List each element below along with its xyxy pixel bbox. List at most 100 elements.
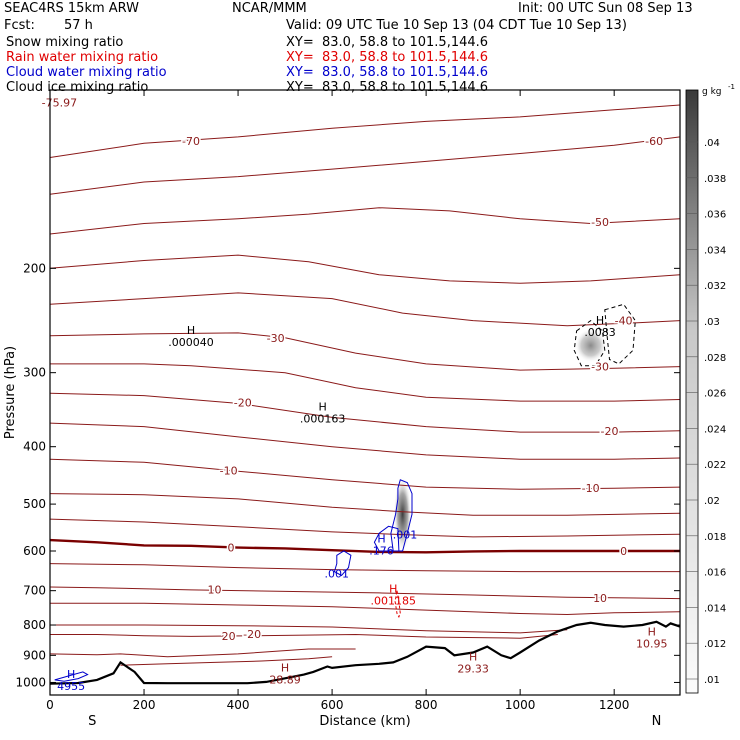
isotherm-0 [49,104,681,158]
contour-label-layer: -75.97 -70 -60 -50 -40 -30 -30 -20 -20 -10 -10 0 0 10… [40,95,668,693]
x-tick-label-3: 600 [321,698,344,712]
isotherm-label-11: 0 [228,542,235,555]
colorbar-tick-label-15: .01 [704,675,720,686]
isotherm-label-15: 20 [222,630,236,643]
max-marker-0: H [187,324,195,337]
isotherm-5 [49,332,681,371]
isotherm-13 [49,563,680,573]
x-tick-label-1: 200 [133,698,156,712]
snow-contour-0 [573,319,606,367]
colorbar-unit-exponent: -1 [728,83,735,91]
legend-cloud-ice-xy: XY= 83.0, 58.8 to 101.5,144.6 [286,80,489,95]
init-time: Init: 00 UTC Sun 08 Sep 13 [518,1,693,16]
colorbar-tick-label-7: .026 [704,389,726,400]
rain-contour-0 [394,590,401,619]
colorbar-tick-label-2: .036 [704,210,726,221]
cloud-water-contour-2 [373,525,400,552]
y-tick-label-1: 900 [23,648,46,662]
colorbar-tick-label-13: .014 [704,603,726,614]
isotherm-9 [49,458,681,490]
cloud-ice-layer [393,328,607,553]
isotherm-16 [50,624,568,634]
x-tick-label-5: 1000 [505,698,536,712]
colorbar: .04 .038 .036 .034 .032 .03 .028 .026 .024 .022 .0… [685,83,735,694]
legend-cloud-ice-label: Cloud ice mixing ratio [6,80,149,95]
x-tick-label-2: 400 [227,698,250,712]
colorbar-tick-label-3: .034 [704,245,726,256]
isotherm-11 [49,518,681,538]
isotherm-19 [120,656,333,666]
isotherm-label-6: -30 [591,361,609,374]
max-value-9: 29.33 [457,662,489,675]
south-end-label: S [88,714,96,729]
max-marker-1: H [319,400,327,413]
isotherm-label-13: 10 [208,584,222,597]
isotherm-10 [49,493,681,516]
colorbar-tick-label-9: .022 [704,460,726,471]
axes-layer: 0 200 400 600 800 1000 12001000900800700600500… [15,90,680,712]
isotherm-label-9: -10 [220,465,238,478]
colorbar-tick-label-0: .04 [704,138,720,149]
max-value-3: .176 [369,544,394,557]
isotherm-label-5: -30 [267,332,285,345]
max-marker-9: H [469,650,477,663]
legend-snow-label: Snow mixing ratio [6,35,124,50]
max-value-5: .001 [325,568,350,581]
plot-frame [49,89,681,696]
isotherm-label-0: -75.97 [42,97,77,110]
max-value-2: .0083 [584,326,616,339]
cloud-water-contour-3 [54,671,89,682]
y-tick-label-7: 300 [23,366,46,380]
colorbar-tick-label-11: .018 [704,532,726,543]
colorbar-tick-label-6: .028 [704,353,726,364]
isotherm-2 [49,207,681,235]
snow-contour-1 [604,303,636,365]
y-tick-label-2: 800 [23,618,46,632]
isotherm-label-7: -20 [234,397,252,410]
legend-cloud-water-xy: XY= 83.0, 58.8 to 101.5,144.6 [286,65,489,80]
colorbar-tick-label-5: .03 [704,317,720,328]
colorbar-tick-label-10: .02 [704,496,720,507]
model-title: SEAC4RS 15km ARW [4,1,140,16]
isotherm-label-10: -10 [582,482,600,495]
forecast-hour-value: 57 h [64,18,93,33]
isotherm-6 [50,363,681,402]
isotherm-label-12: 0 [620,545,627,558]
isotherm-3 [49,254,681,284]
isotherm-7 [49,392,681,433]
y-tick-label-0: 1000 [15,675,46,689]
legend-cloud-water-label: Cloud water mixing ratio [6,65,167,80]
institution-label: NCAR/MMM [232,1,307,16]
legend-snow-xy: XY= 83.0, 58.8 to 101.5,144.6 [286,35,489,50]
max-value-7: 10.95 [636,638,668,651]
y-tick-label-4: 600 [23,544,46,558]
x-tick-label-6: 1200 [599,698,630,712]
max-value-8: 28.89 [269,673,301,686]
isotherm-8 [49,422,681,460]
cloud-water-contour-1 [333,550,352,577]
isotherm-label-16: -20 [243,628,261,641]
isotherm-layer [49,104,681,666]
terrain-line [49,620,681,685]
hydrometeor-contour-layer [54,303,636,682]
colorbar-bar [685,89,699,694]
cloud-ice-blob-1 [574,328,607,363]
max-value-4: .001 [393,529,418,542]
max-value-6: .001185 [370,594,416,607]
terrain-layer [49,620,681,685]
max-marker-2: H [596,314,604,327]
max-marker-7: H [648,626,656,639]
isotherm-12 [49,538,680,554]
y-tick-label-3: 700 [23,584,46,598]
y-tick-label-8: 200 [23,261,46,275]
valid-time: Valid: 09 UTC Tue 10 Sep 13 (04 CDT Tue … [286,18,627,33]
max-marker-6: H [389,582,397,595]
isotherm-label-2: -60 [645,135,663,148]
isotherm-label-8: -20 [600,425,618,438]
max-marker-8: H [281,661,289,674]
isotherm-label-3: -50 [591,216,609,229]
x-tick-label-0: 0 [46,698,54,712]
isotherm-label-14: 10 [593,592,607,605]
y-tick-label-6: 400 [23,440,46,454]
